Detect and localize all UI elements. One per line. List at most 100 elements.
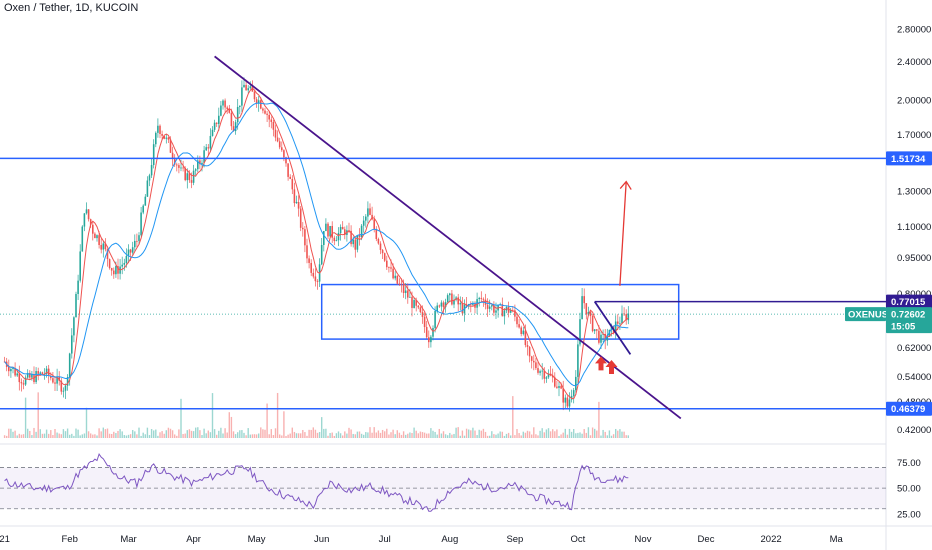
volume-bar <box>312 427 314 438</box>
candle-body <box>509 310 512 313</box>
candle-body <box>331 226 333 238</box>
volume-bar <box>293 431 296 438</box>
price-tick-1: 2.40000 <box>897 57 931 68</box>
volume-bar <box>281 435 283 438</box>
volume-bar <box>577 432 579 438</box>
volume-bar <box>127 434 130 438</box>
candle-body <box>465 304 468 307</box>
volume-bar <box>140 435 142 438</box>
volume-bar <box>480 430 482 438</box>
volume-bar <box>297 433 300 438</box>
volume-bar <box>619 429 621 438</box>
candle-body <box>606 336 609 341</box>
candle-body <box>444 302 447 308</box>
volume-bar <box>384 431 386 438</box>
candle-body <box>327 223 329 237</box>
candle-body <box>560 386 562 389</box>
candle-body <box>360 225 363 238</box>
candle-body <box>197 160 199 170</box>
candle-body <box>289 176 291 179</box>
volume-bar <box>33 427 35 438</box>
candle-body <box>106 249 109 260</box>
candle-body <box>54 382 56 384</box>
candle-body <box>379 243 382 250</box>
volume-bar <box>510 435 512 438</box>
candle-body <box>428 337 430 343</box>
target-arrow-line[interactable] <box>619 181 627 286</box>
volume-bar <box>394 434 396 438</box>
price-tick-9: 0.54000 <box>897 372 931 383</box>
volume-bar <box>426 433 428 438</box>
volume-bar <box>369 427 371 438</box>
candle-body <box>596 329 598 331</box>
volume-bar <box>220 427 222 438</box>
volume-bar <box>104 429 107 438</box>
candle-body <box>316 281 319 282</box>
trendline-1[interactable] <box>593 301 632 355</box>
candle-body <box>161 134 163 136</box>
candle-body <box>268 114 270 120</box>
candle-body <box>589 312 592 317</box>
volume-bar <box>505 433 508 438</box>
ticker-tag: OXENUSDT <box>848 310 901 321</box>
candle-body <box>155 132 157 145</box>
candle-body <box>522 330 525 335</box>
volume-bar <box>444 434 447 438</box>
volume-bar <box>31 435 33 438</box>
volume-bar <box>543 432 545 438</box>
volume-bar <box>512 396 514 438</box>
volume-bar <box>314 429 317 438</box>
volume-bar <box>52 435 54 438</box>
volume-bar <box>421 432 424 438</box>
candle-body <box>157 125 159 133</box>
volume-bar <box>203 428 205 438</box>
candle-body <box>222 100 224 106</box>
candle-body <box>283 150 285 158</box>
candle-body <box>224 100 226 108</box>
volume-bar <box>29 430 31 438</box>
volume-bar <box>463 435 466 438</box>
candle-body <box>619 323 621 325</box>
target-arrow-head <box>619 180 632 190</box>
volume-bar <box>98 428 100 438</box>
candle-body <box>121 264 123 267</box>
candle-body <box>621 313 623 324</box>
candle-body <box>260 100 262 109</box>
volume-bar <box>165 430 167 438</box>
price-label-0770-bg <box>886 294 932 309</box>
volume-bar <box>6 435 8 438</box>
candle-body <box>92 224 94 234</box>
candle-body <box>58 376 60 381</box>
candle-body <box>388 267 390 269</box>
volume-bar <box>8 428 10 438</box>
up-arrow-marker-0[interactable] <box>595 356 607 371</box>
volume-bar <box>556 429 558 438</box>
volume-bar <box>258 433 260 438</box>
candle-body <box>71 335 73 354</box>
candle-body <box>182 167 184 169</box>
range-rectangle[interactable] <box>320 283 680 340</box>
candle-body <box>146 180 149 197</box>
volume-bar <box>381 429 384 438</box>
candle-body <box>362 220 365 226</box>
trendline-0[interactable] <box>214 55 682 420</box>
candle-body <box>386 260 388 268</box>
volume-bar <box>350 429 352 438</box>
candle-body <box>341 226 344 230</box>
volume-bar <box>537 435 539 438</box>
candle-body <box>381 249 384 254</box>
date-label-9: Oct <box>571 534 586 545</box>
volume-bar <box>358 431 361 438</box>
up-arrow-marker-1[interactable] <box>605 360 618 375</box>
candle-body <box>478 297 480 300</box>
candle-body <box>438 305 441 307</box>
candle-body <box>276 137 279 142</box>
volume-bar <box>402 431 405 438</box>
volume-bar <box>625 435 627 438</box>
volume-bar <box>396 430 398 438</box>
volume-bar <box>392 429 394 438</box>
volume-bar <box>85 407 88 438</box>
volume-bar <box>415 430 417 438</box>
candle-body <box>39 372 42 374</box>
